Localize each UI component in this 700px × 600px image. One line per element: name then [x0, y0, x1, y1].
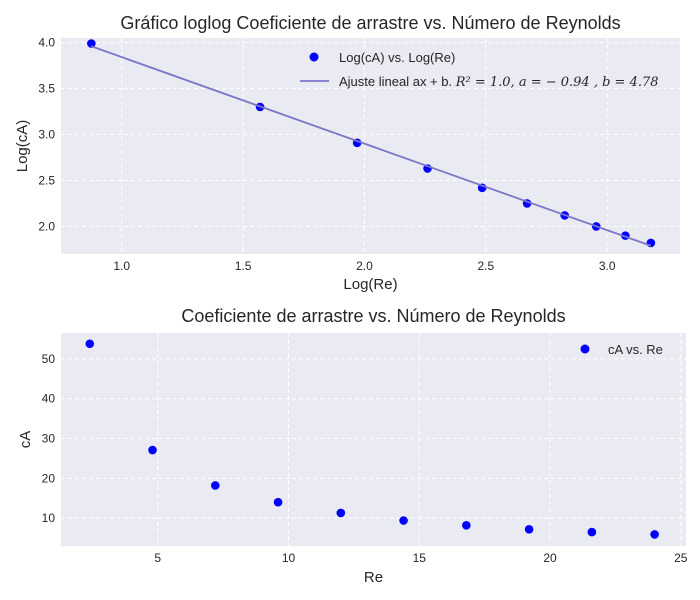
chart2-data-point	[462, 520, 471, 530]
chart1-data-point	[646, 238, 656, 248]
chart2-data-point	[273, 497, 283, 507]
chart2-y-tick-label: 50	[42, 352, 56, 366]
chart2-x-tick-label: 25	[674, 551, 688, 565]
chart2-x-tick-label: 10	[282, 551, 296, 565]
chart1-legend-label-fit: Ajuste lineal ax + b. R² = 1.0, a = − 0.…	[339, 74, 659, 90]
chart2-data-point	[148, 445, 157, 455]
chart2-data-point	[524, 524, 534, 534]
chart1-y-tick-label: 4.0	[38, 36, 55, 50]
chart2-y-axis-label: cA	[17, 431, 34, 449]
chart1-x-tick-label: 3.0	[599, 259, 616, 273]
chart2-title: Coeficiente de arrastre vs. Número de Re…	[181, 306, 565, 326]
chart2-x-tick-label: 15	[413, 551, 427, 565]
chart1-y-axis-label: Log(cA)	[14, 120, 31, 173]
chart1-data-point	[87, 39, 96, 48]
legend-fit-name: Ajuste lineal ax + b.	[339, 74, 456, 89]
chart1-legend-marker-points	[309, 52, 319, 62]
chart1-x-tick-label: 2.5	[477, 259, 494, 273]
chart1-y-tick-label: 2.0	[38, 219, 55, 233]
chart2-y-tick-label: 20	[42, 471, 56, 485]
chart2-x-axis-label: Re	[364, 569, 383, 586]
chart1-y-tick-label: 2.5	[38, 173, 55, 187]
chart1-fit-line	[91, 45, 652, 247]
chart1-y-tick-label: 3.0	[38, 128, 55, 142]
chart2-x-tick-label: 5	[154, 551, 161, 565]
chart1-x-axis-label: Log(Re)	[343, 276, 397, 293]
chart2-y-tick-label: 30	[42, 432, 56, 446]
chart1-y-tick-label: 3.5	[38, 82, 55, 96]
chart2-y-tick-label: 40	[42, 392, 56, 406]
chart2-data-point	[399, 516, 408, 525]
chart2-data-point	[650, 530, 659, 539]
chart2-data-point	[336, 508, 346, 518]
chart2-legend-label-points: cA vs. Re	[608, 342, 663, 357]
chart2-plot-area	[61, 333, 686, 546]
chart1-x-tick-label: 1.5	[235, 259, 252, 273]
chart2-data-point	[85, 339, 95, 349]
chart2-legend-marker-points	[580, 344, 590, 354]
legend-fit-stats: R² = 1.0, a = − 0.94 , b = 4.78	[455, 75, 659, 90]
chart2-x-tick-label: 20	[543, 551, 557, 565]
chart2-data-point	[210, 481, 220, 490]
chart1-legend-label-points: Log(cA) vs. Log(Re)	[339, 50, 455, 65]
chart1-title: Gráfico loglog Coeficiente de arrastre v…	[120, 13, 620, 33]
chart1-x-tick-label: 2.0	[356, 259, 373, 273]
chart1-x-tick-label: 1.0	[113, 259, 130, 273]
chart2-data-point	[587, 527, 597, 537]
chart2-y-tick-label: 10	[42, 511, 56, 525]
